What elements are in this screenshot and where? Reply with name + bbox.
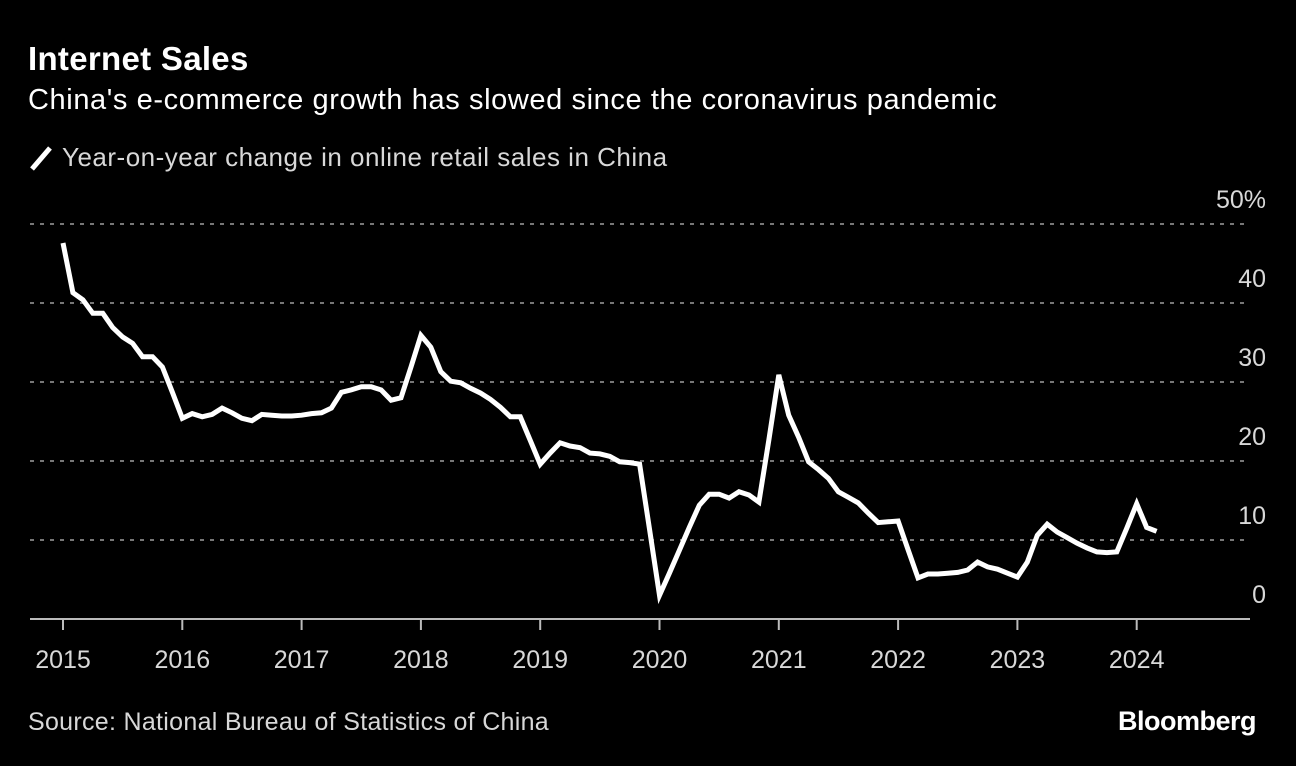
chart-title: Internet Sales bbox=[28, 40, 249, 77]
legend: Year-on-year change in online retail sal… bbox=[28, 142, 668, 173]
y-tick-label: 10 bbox=[1238, 502, 1266, 530]
y-tick-label: 40 bbox=[1238, 265, 1266, 293]
bloomberg-logo: Bloomberg bbox=[1117, 706, 1257, 736]
x-tick-label: 2023 bbox=[990, 646, 1046, 674]
y-tick-label: 20 bbox=[1238, 423, 1266, 451]
x-tick-label: 2015 bbox=[35, 646, 91, 674]
y-tick-label: 50% bbox=[1216, 186, 1266, 214]
source-note: Source: National Bureau of Statistics of… bbox=[28, 708, 550, 736]
y-axis-labels: 0 10 20 30 40 50% bbox=[1216, 186, 1266, 609]
series-line bbox=[60, 242, 1158, 605]
x-tick-label: 2016 bbox=[154, 646, 210, 674]
x-tick-label: 2022 bbox=[870, 646, 926, 674]
gridlines bbox=[30, 223, 1248, 541]
x-tick-label: 2021 bbox=[751, 646, 807, 674]
y-tick-label: 30 bbox=[1238, 344, 1266, 372]
x-tick-label: 2018 bbox=[393, 646, 449, 674]
x-axis: 2015 2016 2017 2018 2019 2020 2021 2022 2023 2024 bbox=[30, 618, 1250, 674]
x-tick-label: 2020 bbox=[632, 646, 688, 674]
legend-label: Year-on-year change in online retail sal… bbox=[62, 142, 668, 172]
x-tick-label: 2019 bbox=[512, 646, 568, 674]
y-tick-label: 0 bbox=[1252, 581, 1266, 609]
chart-subtitle: China's e-commerce growth has slowed sin… bbox=[28, 84, 998, 116]
x-tick-label: 2024 bbox=[1109, 646, 1165, 674]
x-tick-label: 2017 bbox=[274, 646, 330, 674]
legend-line-icon bbox=[30, 145, 52, 171]
series-layer bbox=[60, 242, 1158, 605]
